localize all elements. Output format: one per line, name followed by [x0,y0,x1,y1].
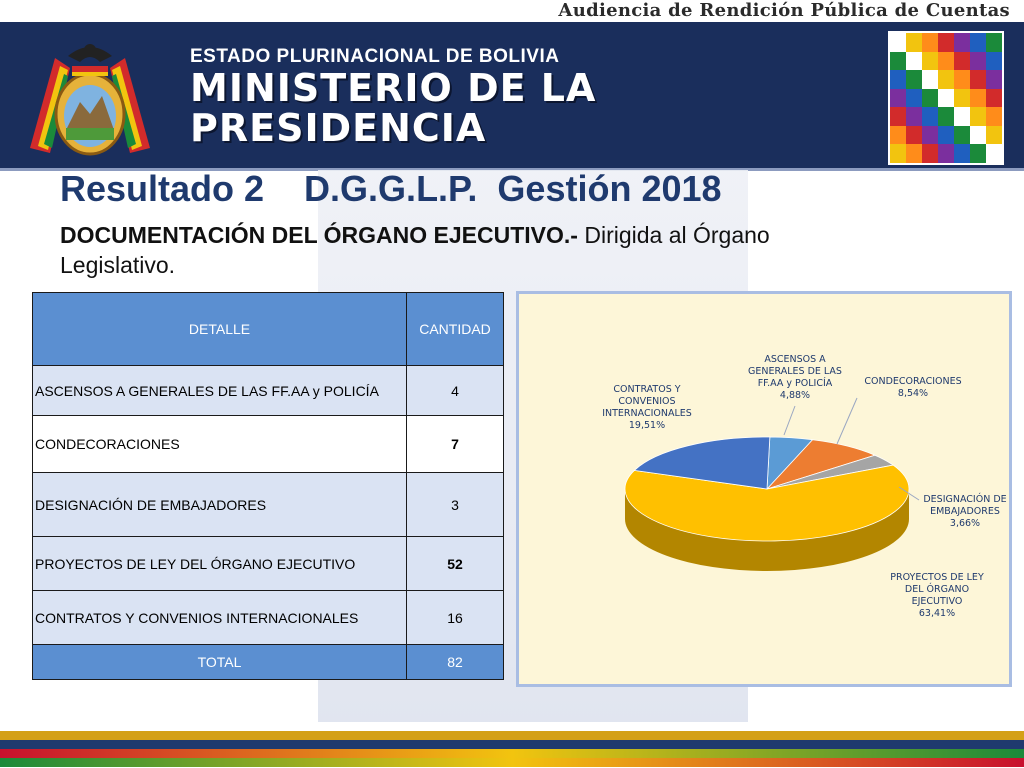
pie-data-label: DEL ÓRGANO [905,583,969,595]
pie-leader-line [783,405,796,436]
pie-data-label: ASCENSOS A [764,354,826,365]
ribbon-text: Audiencia de Rendición Pública de Cuenta… [558,0,1010,21]
pie-data-label: 4,88% [780,390,810,401]
table-row: PROYECTOS DE LEY DEL ÓRGANO EJECUTIVO 52 [32,536,504,591]
pie-data-label: CONDECORACIONES [864,376,961,387]
top-ribbon: Audiencia de Rendición Pública de Cuenta… [0,0,1024,22]
pie-data-label: 3,66% [950,518,980,529]
wiphala-flag-icon [888,31,1004,165]
row-qty: 52 [406,536,504,591]
coat-of-arms-icon [30,44,150,156]
pie-slice [624,464,910,542]
pie-leader-line [898,486,920,501]
pie-data-label: CONTRATOS Y [613,384,680,395]
row-qty: 3 [406,472,504,537]
pie-slice-side [625,489,909,571]
subtitle-bold: DOCUMENTACIÓN DEL ÓRGANO EJECUTIVO.- [60,222,578,248]
subtitle-rest: Dirigida al Órgano Legislativo. [60,222,770,278]
row-detail: DESIGNACIÓN DE EMBAJADORES [32,472,407,537]
pie-chart-panel: ASCENSOS A GENERALES DE LAS FF.AA y POLICÍ… [516,291,1012,687]
header-cantidad: CANTIDAD [406,292,504,366]
header-detalle: DETALLE [32,292,407,366]
ministry-line-2: PRESIDENCIA [190,106,487,150]
total-value: 82 [406,644,504,680]
pie-leader-line [836,397,858,445]
pie-data-label: FF.AA y POLICÍA [758,377,833,389]
pie-data-label: 19,51% [629,420,665,431]
pie-data-label: 63,41% [919,608,955,619]
pie-data-label: 8,54% [898,388,928,399]
table-row: ASCENSOS A GENERALES DE LAS FF.AA y POLI… [32,365,504,416]
table-total-row: TOTAL 82 [32,644,504,680]
row-detail: CONTRATOS Y CONVENIOS INTERNACIONALES [32,590,407,645]
row-qty: 4 [406,365,504,416]
pie-data-label: EMBAJADORES [930,506,1000,517]
pie-slice [633,436,771,490]
bottom-stripes [0,722,1024,768]
pie-data-label: PROYECTOS DE LEY [890,572,984,583]
header-band: ESTADO PLURINACIONAL DE BOLIVIA MINISTER… [0,22,1024,171]
pie-data-label: EJECUTIVO [912,596,963,607]
total-label: TOTAL [32,644,407,680]
results-table: DETALLE CANTIDAD ASCENSOS A GENERALES DE… [32,292,504,680]
ministry-title-block: ESTADO PLURINACIONAL DE BOLIVIA MINISTER… [190,46,596,148]
row-qty: 7 [406,415,504,473]
ministry-line-1: MINISTERIO DE LA [190,66,597,110]
row-qty: 16 [406,590,504,645]
table-row: DESIGNACIÓN DE EMBAJADORES 3 [32,472,504,537]
row-detail: PROYECTOS DE LEY DEL ÓRGANO EJECUTIVO [32,536,407,591]
row-detail: CONDECORACIONES [32,415,407,473]
table-row: CONTRATOS Y CONVENIOS INTERNACIONALES 16 [32,590,504,645]
state-name: ESTADO PLURINACIONAL DE BOLIVIA [190,46,560,67]
slide-title: Resultado 2 D.G.G.L.P. Gestión 2018 [60,168,722,209]
pie-data-label: DESIGNACIÓN DE [923,493,1006,505]
table-header-row: DETALLE CANTIDAD [32,292,504,366]
table-row: CONDECORACIONES 7 [32,415,504,473]
pie-data-label: CONVENIOS [618,396,675,407]
slide-subtitle: DOCUMENTACIÓN DEL ÓRGANO EJECUTIVO.- Dir… [60,220,880,280]
pie-data-label: INTERNACIONALES [602,408,692,419]
pie-data-label: GENERALES DE LAS [748,366,842,377]
row-detail: ASCENSOS A GENERALES DE LAS FF.AA y POLI… [32,365,407,416]
